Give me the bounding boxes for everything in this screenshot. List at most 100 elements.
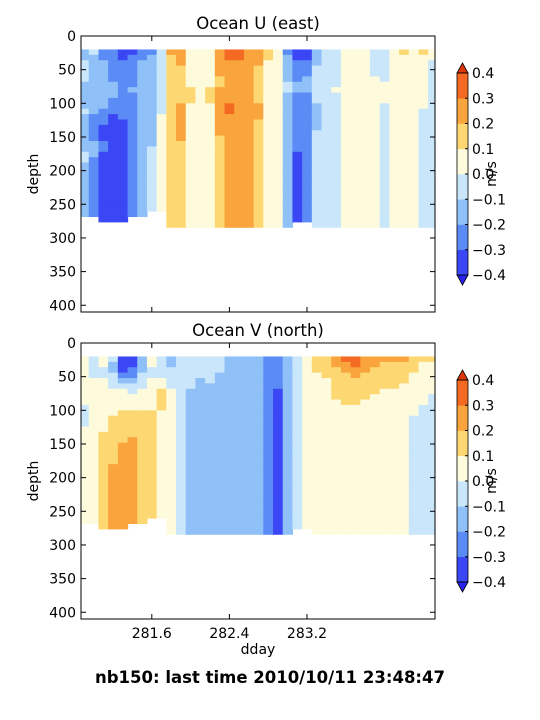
velocity-cell <box>108 92 119 99</box>
velocity-cell <box>321 448 332 454</box>
velocity-cell <box>81 415 90 422</box>
velocity-cell <box>88 189 100 196</box>
velocity-cell <box>224 480 235 487</box>
velocity-cell <box>399 221 410 228</box>
velocity-cell <box>340 485 352 492</box>
velocity-cell <box>282 157 294 164</box>
velocity-cell <box>137 92 148 99</box>
velocity-cell <box>360 399 371 406</box>
velocity-cell <box>205 518 216 525</box>
velocity-cell <box>408 162 420 169</box>
velocity-cell <box>263 65 274 72</box>
colorbar-tick-label: 0.3 <box>472 91 494 107</box>
velocity-cell <box>214 151 226 158</box>
velocity-cell <box>263 200 274 207</box>
velocity-cell <box>137 378 148 384</box>
velocity-cell <box>428 458 435 465</box>
velocity-cell <box>117 410 129 417</box>
velocity-cell <box>127 458 138 465</box>
velocity-cell <box>360 173 371 180</box>
velocity-cell <box>185 523 197 530</box>
velocity-cell <box>205 491 216 498</box>
velocity-cell <box>273 167 284 174</box>
velocity-cell <box>340 211 352 218</box>
velocity-cell <box>302 507 313 514</box>
velocity-cell <box>408 211 420 218</box>
velocity-cell <box>389 378 400 384</box>
velocity-cell <box>302 184 313 191</box>
velocity-cell <box>224 523 235 530</box>
velocity-cell <box>408 367 420 374</box>
velocity-cell <box>166 378 177 384</box>
velocity-cell <box>350 491 361 498</box>
velocity-cell <box>185 108 197 115</box>
velocity-cell <box>146 114 158 121</box>
velocity-cell <box>234 464 245 471</box>
velocity-cell <box>408 76 420 83</box>
velocity-cell <box>399 512 410 519</box>
velocity-cell <box>185 426 197 433</box>
velocity-cell <box>108 135 119 142</box>
velocity-cell <box>340 415 352 422</box>
velocity-cell <box>108 415 119 422</box>
velocity-cell <box>127 356 138 363</box>
velocity-cell <box>81 378 90 384</box>
velocity-cell <box>108 394 119 401</box>
velocity-cell <box>389 205 400 212</box>
velocity-cell <box>321 71 332 77</box>
velocity-cell <box>137 474 148 481</box>
velocity-cell <box>370 507 381 514</box>
velocity-cell <box>350 194 361 201</box>
velocity-cell <box>399 399 410 406</box>
velocity-cell <box>176 453 187 460</box>
velocity-cell <box>292 496 303 503</box>
velocity-cell <box>379 54 391 61</box>
velocity-cell <box>117 124 129 131</box>
velocity-cell <box>389 76 400 83</box>
velocity-cell <box>224 399 235 406</box>
velocity-cell <box>234 469 245 476</box>
velocity-cell <box>253 512 264 519</box>
velocity-cell <box>176 108 187 115</box>
velocity-cell <box>360 97 371 104</box>
velocity-cell <box>98 485 109 492</box>
velocity-cell <box>214 189 226 196</box>
velocity-cell <box>234 523 245 530</box>
velocity-cell <box>263 151 274 158</box>
velocity-cell <box>418 194 429 201</box>
velocity-cell <box>253 221 264 228</box>
velocity-cell <box>127 415 138 422</box>
velocity-cell <box>331 528 342 535</box>
velocity-cell <box>224 394 235 401</box>
velocity-cell <box>379 474 391 481</box>
velocity-cell <box>176 189 187 196</box>
y-tick-label: 200 <box>49 164 76 180</box>
velocity-cell <box>389 216 400 223</box>
colorbar-tick-label: 0.0 <box>472 474 494 490</box>
velocity-cell <box>321 92 332 99</box>
velocity-cell <box>253 146 264 153</box>
velocity-cell <box>156 108 167 115</box>
velocity-cell <box>166 162 177 169</box>
plot-frame <box>80 35 436 313</box>
velocity-cell <box>331 205 342 212</box>
velocity-cell <box>234 378 245 384</box>
velocity-cell <box>379 410 391 417</box>
velocity-cell <box>360 108 371 115</box>
velocity-cell <box>273 518 284 525</box>
velocity-cell <box>389 480 400 487</box>
velocity-cell <box>418 464 429 471</box>
velocity-cell <box>98 65 109 72</box>
velocity-cell <box>88 173 100 180</box>
velocity-cell <box>273 162 284 169</box>
velocity-cell <box>88 157 100 164</box>
velocity-cell <box>176 496 187 503</box>
velocity-cell <box>176 103 187 110</box>
velocity-cell <box>195 388 206 395</box>
velocity-cell <box>185 87 197 94</box>
velocity-cell <box>263 480 274 487</box>
velocity-cell <box>243 65 255 72</box>
velocity-cell <box>408 421 420 428</box>
velocity-cell <box>108 458 119 465</box>
colorbar-segment <box>457 430 468 457</box>
